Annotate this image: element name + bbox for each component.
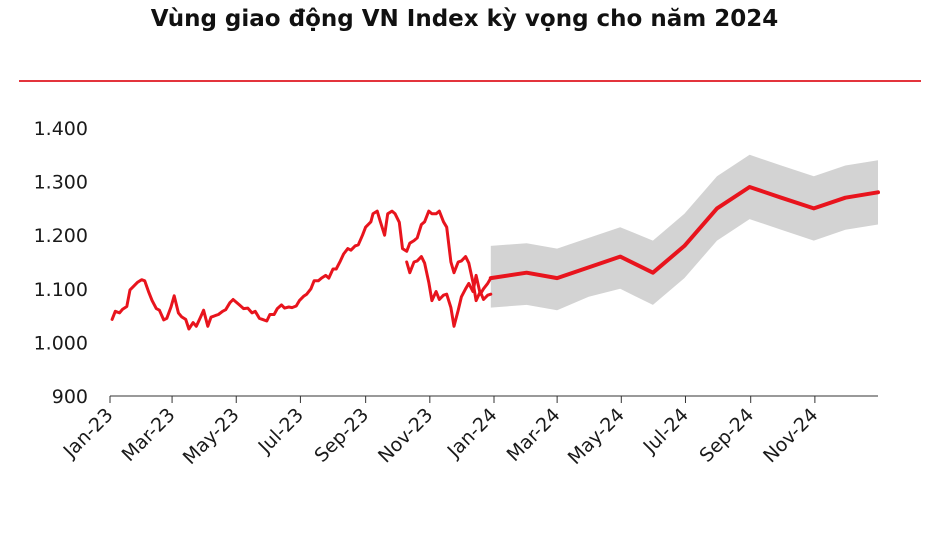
vn-index-line — [110, 209, 493, 331]
title-divider — [19, 80, 921, 82]
y-tick-label: 1.400 — [34, 118, 88, 140]
y-tick-label: 1.100 — [34, 279, 88, 301]
x-tick-label: Sep-24 — [695, 404, 758, 467]
x-tick-label: Jul-23 — [254, 404, 308, 458]
forecast-line — [488, 185, 880, 281]
y-tick-label: 1.200 — [34, 225, 88, 247]
x-tick-label: Sep-23 — [310, 404, 373, 467]
x-tick-label: Nov-24 — [759, 404, 822, 467]
x-tick-label: Jul-24 — [639, 404, 693, 458]
x-tick-label: May-24 — [564, 404, 629, 469]
x-tick-label: May-23 — [179, 404, 244, 469]
x-tick-label: Mar-24 — [503, 404, 565, 466]
vn-index-line-recent — [405, 255, 493, 328]
y-tick-label: 1.300 — [34, 172, 88, 194]
chart-title: Vùng giao động VN Index kỳ vọng cho năm … — [150, 6, 779, 32]
x-tick-label: Jan-24 — [443, 404, 502, 463]
forecast-range-band — [490, 154, 878, 311]
x-tick-label: Nov-23 — [374, 404, 437, 467]
x-tick-label: Mar-23 — [118, 404, 180, 466]
x-tick-label: Jan-23 — [59, 404, 118, 463]
y-tick-label: 1.000 — [34, 332, 88, 354]
y-tick-label: 900 — [52, 386, 88, 408]
